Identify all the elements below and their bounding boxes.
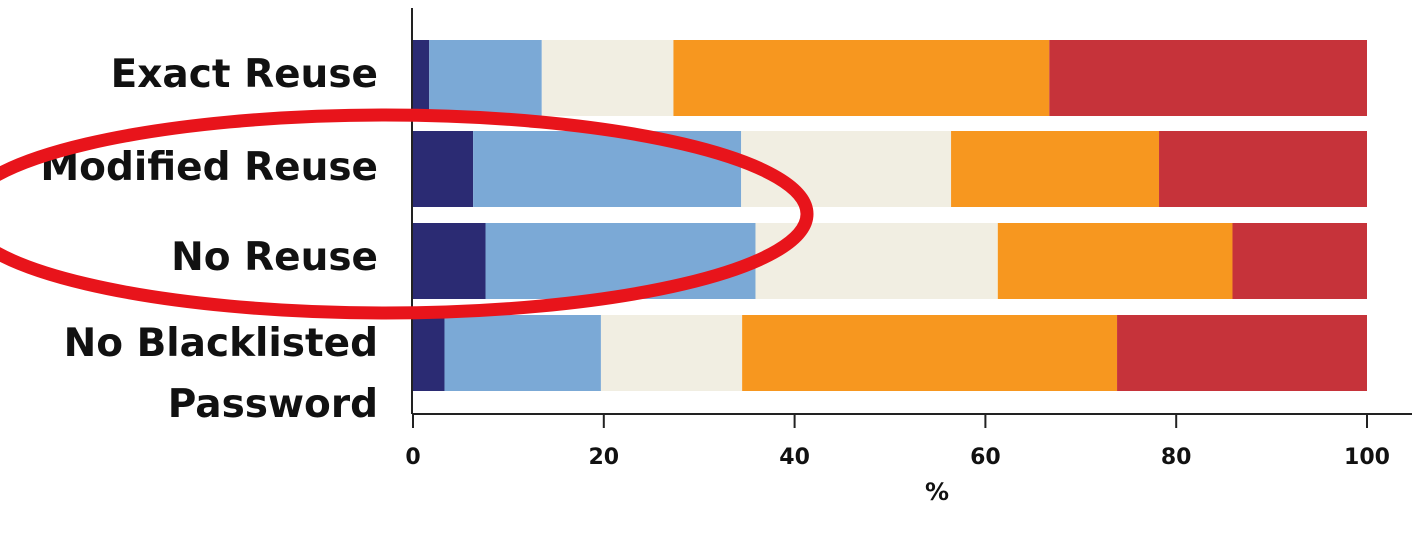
- x-tick-label: 80: [1161, 445, 1192, 470]
- x-tick-label: 40: [779, 445, 810, 470]
- bar-segment: [997, 223, 1233, 299]
- bar-segment: [1159, 131, 1367, 207]
- axes-group: [411, 8, 1412, 415]
- bar-segment: [1117, 315, 1367, 391]
- x-ticks-group: 0 20 40 60 80 100: [405, 414, 1390, 470]
- category-labels-group: Exact Reuse Modified Reuse No Reuse No Blac…: [40, 52, 378, 427]
- bar-segment: [485, 223, 756, 299]
- bar-segment: [413, 315, 445, 391]
- category-label: No Blacklisted: [64, 321, 378, 366]
- bar-segment: [413, 223, 486, 299]
- bar-segment: [951, 131, 1160, 207]
- bars-group: [413, 40, 1367, 391]
- x-tick-label: 60: [970, 445, 1001, 470]
- highlight-ellipse: [0, 108, 814, 320]
- bar-segment: [1232, 223, 1367, 299]
- category-label: Modified Reuse: [40, 145, 378, 190]
- x-tick-label: 20: [588, 445, 619, 470]
- category-label: Exact Reuse: [111, 52, 378, 97]
- bar-segment: [742, 315, 1118, 391]
- bar-segment: [413, 131, 474, 207]
- category-label: Password: [168, 382, 378, 427]
- bar-segment: [413, 40, 430, 116]
- bar-segment: [1049, 40, 1367, 116]
- x-axis-title: %: [925, 478, 949, 506]
- bar-segment: [444, 315, 601, 391]
- bar-segment: [429, 40, 542, 116]
- bar-segment: [673, 40, 1050, 116]
- category-label: No Reuse: [171, 235, 378, 280]
- x-tick-label: 100: [1344, 445, 1390, 470]
- x-tick-label: 0: [405, 445, 420, 470]
- bar-segment: [600, 315, 743, 391]
- bar-segment: [741, 131, 952, 207]
- bar-segment: [541, 40, 674, 116]
